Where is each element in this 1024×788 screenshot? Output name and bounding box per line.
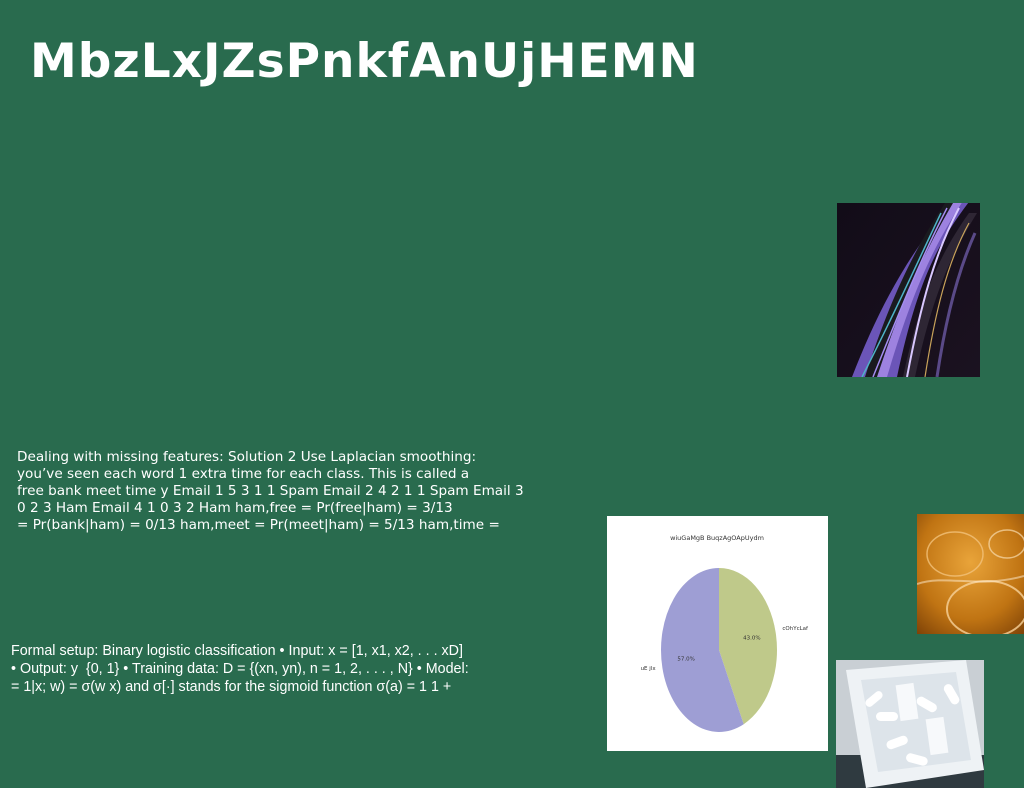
text-line: you’ve seen each word 1 extra time for e… (17, 466, 557, 483)
text-line: = 1|x; w) = σ(w x) and σ[·] stands for … (11, 678, 551, 696)
pie-slice-label-1: uE jlx (641, 666, 657, 672)
text-line: = Pr(bank|ham) = 0/13 ham,meet = Pr(mee… (17, 517, 557, 534)
text-block-logistic: Formal setup: Binary logistic classifica… (11, 642, 551, 696)
pie-pct-label-1: 57.0% (677, 656, 694, 662)
pills-box-image (836, 660, 984, 788)
chart-title: wiuGaMgB BuqzAgOApUydm (670, 534, 764, 542)
text-line: free bank meet time y Email 1 5 3 1 1 Sp… (17, 483, 557, 500)
amber-bubbles-image (917, 514, 1024, 634)
text-line: 0 2 3 Ham Email 4 1 0 3 2 Ham ham,free … (17, 500, 557, 517)
pie-chart: wiuGaMgB BuqzAgOApUydm 43.0% cOhYcLaf 57.0… (607, 516, 828, 751)
pie-pct-label-0: 43.0% (743, 636, 760, 642)
slide-title: MbzLxJZsPnkfAnUjHEMN (30, 34, 699, 89)
text-line: Dealing with missing features: Solution … (17, 449, 557, 466)
abstract-swirl-image (837, 203, 980, 377)
text-block-laplacian: Dealing with missing features: Solution … (17, 449, 557, 534)
pie-slice-label-0: cOhYcLaf (782, 626, 809, 632)
text-line: • Output: y  {0, 1} • Training data: D … (11, 660, 551, 678)
text-line: Formal setup: Binary logistic classifica… (11, 642, 551, 660)
